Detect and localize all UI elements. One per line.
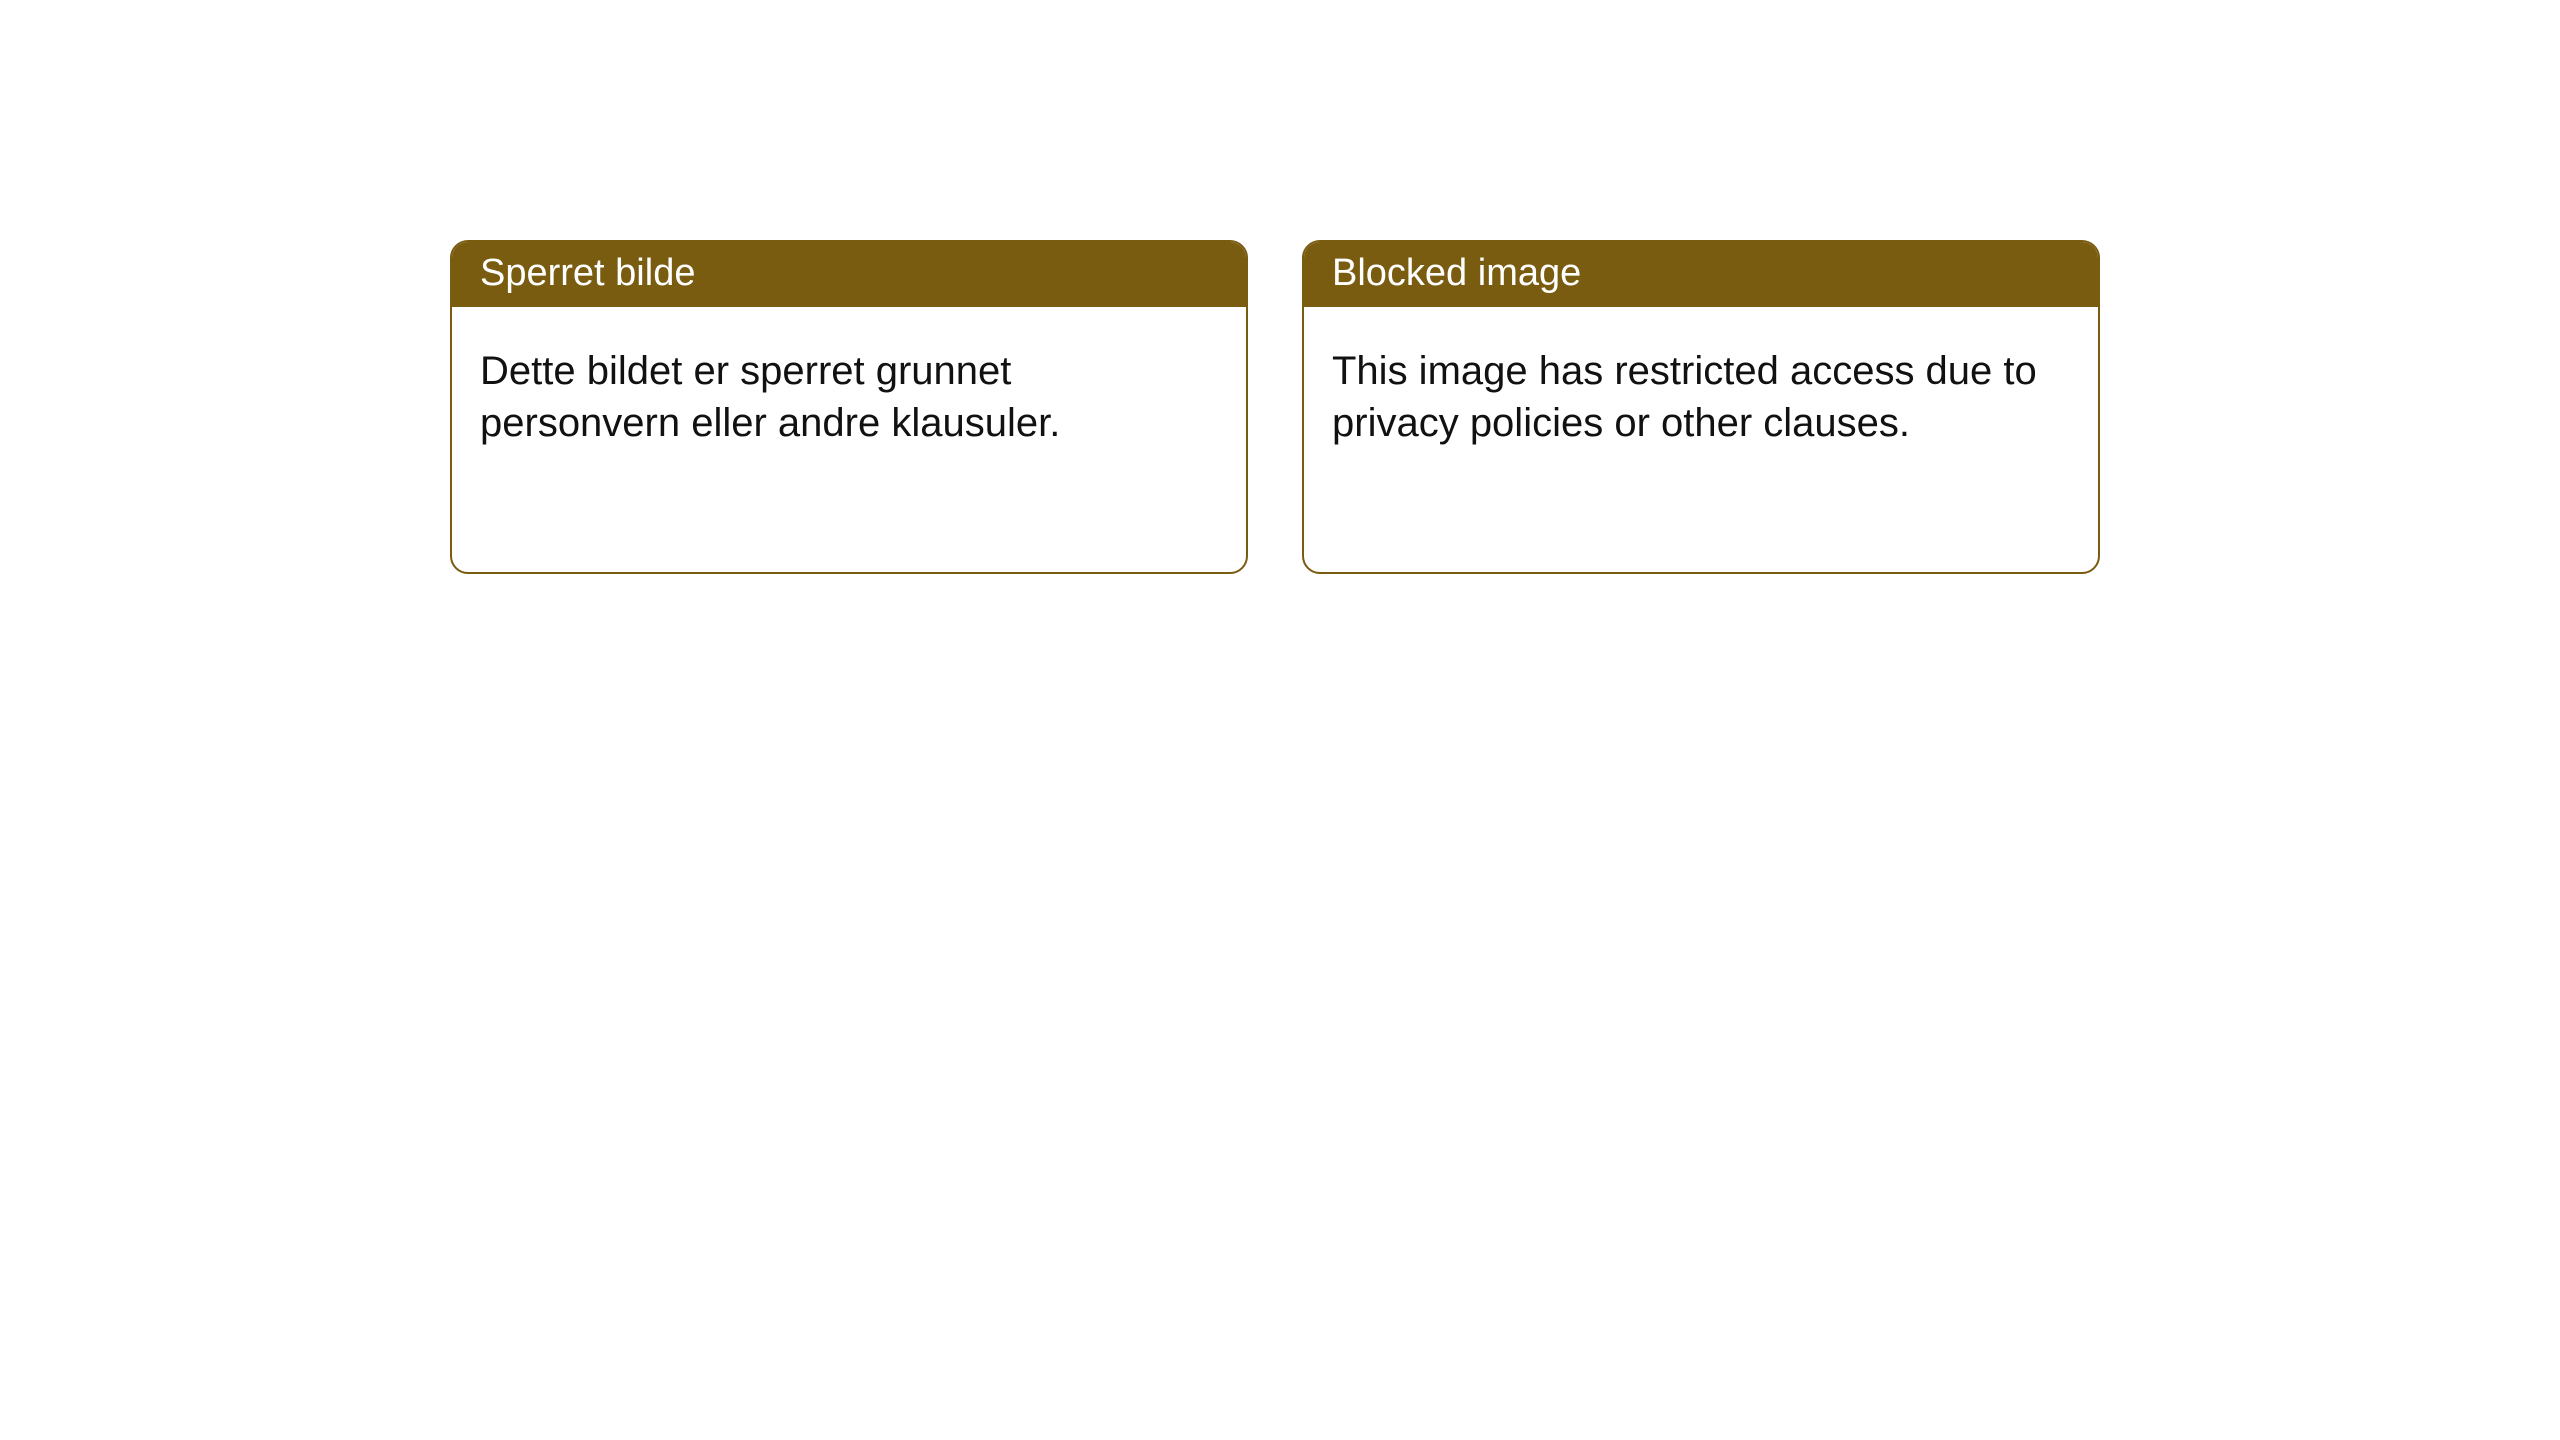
card-header: Blocked image xyxy=(1304,242,2098,307)
blocked-image-card-no: Sperret bilde Dette bildet er sperret gr… xyxy=(450,240,1248,574)
card-header: Sperret bilde xyxy=(452,242,1246,307)
card-body-text: Dette bildet er sperret grunnet personve… xyxy=(480,345,1218,449)
card-title: Sperret bilde xyxy=(480,252,695,294)
card-body: Dette bildet er sperret grunnet personve… xyxy=(452,307,1246,572)
card-title: Blocked image xyxy=(1332,252,1581,294)
card-body-text: This image has restricted access due to … xyxy=(1332,345,2070,449)
blocked-image-card-en: Blocked image This image has restricted … xyxy=(1302,240,2100,574)
card-body: This image has restricted access due to … xyxy=(1304,307,2098,572)
notice-cards-container: Sperret bilde Dette bildet er sperret gr… xyxy=(0,0,2560,574)
